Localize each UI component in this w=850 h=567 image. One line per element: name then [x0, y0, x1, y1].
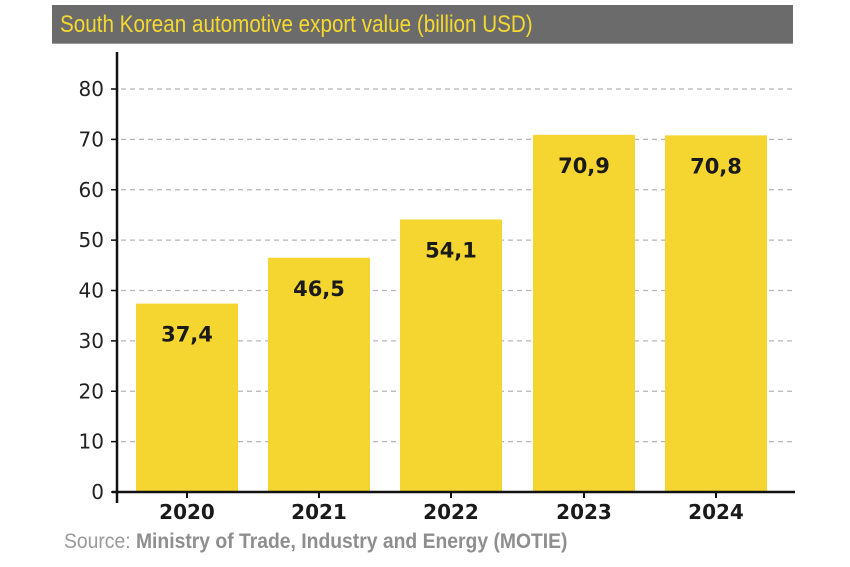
- source-note: Source: Ministry of Trade, Industry and …: [64, 530, 567, 554]
- y-tick-label: 70: [79, 127, 104, 151]
- y-tick-label: 10: [79, 430, 104, 454]
- data-label: 37,4: [161, 323, 213, 347]
- title-bar: South Korean automotive export value (bi…: [52, 5, 793, 44]
- chart-title: South Korean automotive export value (bi…: [60, 11, 533, 38]
- source-text: Ministry of Trade, Industry and Energy (…: [135, 530, 568, 553]
- y-tick-label: 50: [79, 228, 104, 252]
- bar: [533, 134, 635, 492]
- x-tick-label: 2020: [159, 500, 215, 524]
- x-tick-label: 2024: [688, 500, 744, 524]
- x-tick-label: 2022: [423, 500, 479, 524]
- x-tick-label: 2021: [291, 500, 347, 524]
- data-label: 54,1: [425, 238, 477, 262]
- bar: [400, 219, 502, 492]
- bar: [136, 303, 238, 492]
- y-tick-label: 30: [79, 329, 104, 353]
- y-tick-label: 0: [91, 480, 104, 504]
- y-tick-label: 80: [79, 77, 104, 101]
- x-tick-label: 2023: [556, 500, 612, 524]
- bar: [268, 257, 370, 492]
- y-tick-label: 20: [79, 379, 104, 403]
- data-label: 70,9: [558, 154, 610, 178]
- y-tick-label: 60: [79, 178, 104, 202]
- data-label: 70,8: [690, 154, 742, 178]
- data-label: 46,5: [293, 277, 345, 301]
- y-tick-label: 40: [79, 279, 104, 303]
- source-label: Source:: [64, 530, 131, 553]
- bar: [665, 135, 767, 492]
